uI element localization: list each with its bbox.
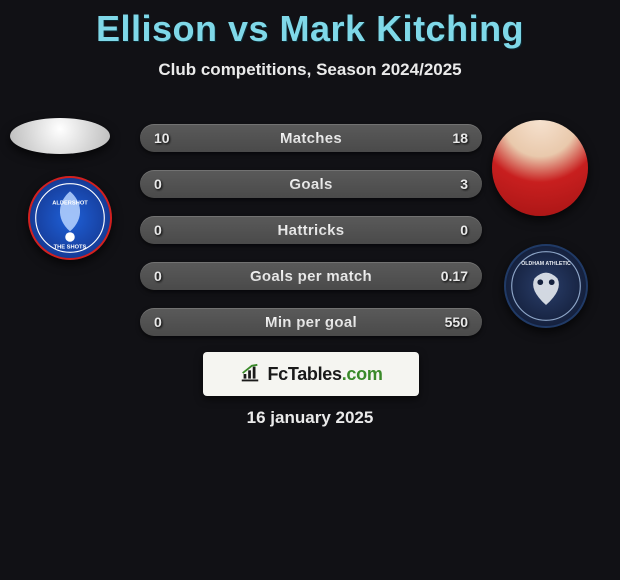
stat-row: 0 Goals 3 bbox=[140, 170, 482, 198]
svg-text:THE SHOTS: THE SHOTS bbox=[54, 244, 87, 250]
stat-row: 0 Goals per match 0.17 bbox=[140, 262, 482, 290]
chart-icon bbox=[239, 363, 261, 385]
player2-avatar bbox=[492, 120, 588, 216]
player2-club-badge: OLDHAM ATHLETIC bbox=[504, 244, 588, 328]
comparison-title: Ellison vs Mark Kitching bbox=[0, 0, 620, 50]
p1-value: 0 bbox=[154, 308, 162, 336]
p2-value: 0 bbox=[460, 216, 468, 244]
brand-text-domain: .com bbox=[342, 364, 383, 384]
stat-row: 10 Matches 18 bbox=[140, 124, 482, 152]
p1-value: 0 bbox=[154, 262, 162, 290]
stat-label: Matches bbox=[280, 130, 342, 147]
svg-text:ALDERSHOT: ALDERSHOT bbox=[52, 201, 88, 207]
p2-value: 0.17 bbox=[441, 262, 468, 290]
p2-value: 550 bbox=[445, 308, 468, 336]
player1-club-badge: ALDERSHOT THE SHOTS bbox=[28, 176, 112, 260]
brand-badge: FcTables.com bbox=[203, 352, 419, 396]
p1-value: 10 bbox=[154, 124, 170, 152]
brand-name: FcTables.com bbox=[267, 364, 382, 385]
svg-text:OLDHAM ATHLETIC: OLDHAM ATHLETIC bbox=[521, 261, 571, 267]
snapshot-date: 16 january 2025 bbox=[0, 408, 620, 428]
comparison-subtitle: Club competitions, Season 2024/2025 bbox=[0, 60, 620, 80]
stat-label: Hattricks bbox=[278, 222, 345, 239]
p1-value: 0 bbox=[154, 170, 162, 198]
p1-value: 0 bbox=[154, 216, 162, 244]
p2-value: 3 bbox=[460, 170, 468, 198]
stats-table: 10 Matches 18 0 Goals 3 0 Hattricks 0 0 … bbox=[140, 124, 482, 354]
p2-value: 18 bbox=[452, 124, 468, 152]
player1-avatar bbox=[10, 118, 110, 154]
stat-label: Min per goal bbox=[265, 314, 357, 331]
stat-label: Goals bbox=[289, 176, 332, 193]
stat-row: 0 Hattricks 0 bbox=[140, 216, 482, 244]
brand-text-main: FcTables bbox=[267, 364, 341, 384]
stat-row: 0 Min per goal 550 bbox=[140, 308, 482, 336]
stat-label: Goals per match bbox=[250, 268, 372, 285]
